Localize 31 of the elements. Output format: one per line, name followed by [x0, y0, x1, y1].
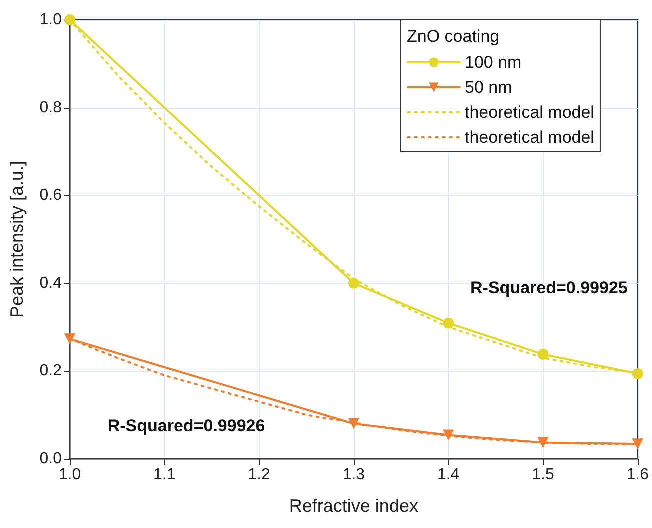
- x-tick-label: 1.3: [342, 466, 366, 484]
- y-tick-label: 0.4: [40, 274, 62, 292]
- point: [443, 430, 454, 441]
- x-tick-label: 1.4: [437, 466, 460, 484]
- annotation: R-Squared=0.99925: [470, 278, 628, 298]
- legend-label: 50 nm: [465, 78, 512, 97]
- legend-label: 100 nm: [465, 53, 522, 72]
- point: [348, 418, 360, 430]
- point: [632, 368, 644, 380]
- legend-label: theoretical model: [465, 103, 594, 122]
- y-axis-title: Peak intensity [a.u.]: [7, 160, 27, 318]
- y-tick-label: 0.2: [40, 362, 62, 380]
- y-tick-label: 0.0: [40, 450, 62, 468]
- y-tick-label: 1.0: [40, 12, 62, 28]
- point: [538, 349, 549, 360]
- point: [64, 334, 76, 345]
- x-axis-title: Refractive index: [289, 496, 418, 516]
- legend-title: ZnO coating: [407, 27, 500, 46]
- legend-label: theoretical model: [465, 128, 594, 147]
- y-tick-label: 0.8: [40, 99, 62, 116]
- point: [348, 278, 360, 289]
- x-tick-label: 1.5: [532, 466, 554, 484]
- point: [443, 318, 454, 329]
- x-tick-label: 1.0: [58, 466, 82, 484]
- annotation: R-Squared=0.99926: [108, 416, 266, 436]
- point: [538, 437, 549, 448]
- x-tick-label: 1.2: [248, 466, 271, 484]
- x-tick-label: 1.1: [154, 466, 176, 484]
- x-tick-label: 1.6: [626, 466, 650, 484]
- point: [632, 438, 644, 450]
- y-tick-label: 0.6: [40, 187, 62, 204]
